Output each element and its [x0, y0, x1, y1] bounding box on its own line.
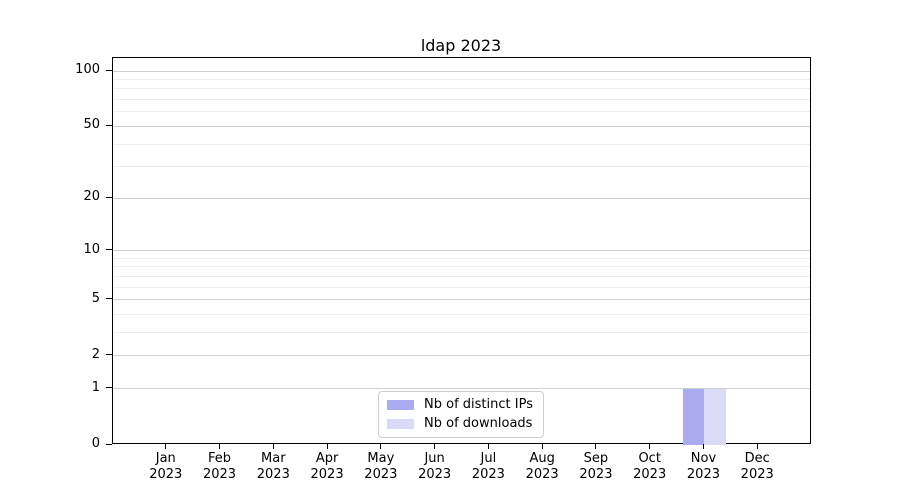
x-tick-month: Jul [480, 451, 497, 466]
x-tick-mark [649, 444, 651, 449]
chart-title: ldap 2023 [420, 36, 502, 55]
y-tick-mark [106, 354, 112, 356]
bar-layer [113, 58, 810, 445]
legend-swatch-distinct-ips [387, 400, 415, 410]
x-tick-mark [165, 444, 167, 449]
x-tick-year: 2023 [579, 467, 613, 482]
y-tick-mark [106, 196, 112, 198]
major-gridline [113, 388, 810, 390]
y-tick-label: 20 [83, 189, 100, 205]
x-tick-label: Nov 2023 [663, 451, 743, 483]
x-tick-month: Sep [583, 451, 609, 466]
legend-item-downloads: Nb of downloads [387, 416, 533, 432]
x-tick-year: 2023 [202, 467, 237, 482]
x-tick-mark [702, 444, 704, 449]
x-tick-year: 2023 [633, 467, 667, 482]
x-tick-year: 2023 [525, 467, 559, 482]
legend-swatch-downloads [387, 419, 415, 429]
minor-gridline [113, 275, 810, 277]
x-tick-month: Apr [315, 451, 339, 466]
legend-label-distinct-ips: Nb of distinct IPs [424, 397, 533, 412]
minor-gridline [113, 266, 810, 268]
x-tick-mark [434, 444, 436, 449]
x-tick-mark [380, 444, 382, 449]
plot-area [112, 57, 811, 445]
major-gridline [113, 70, 810, 72]
x-tick-label: Apr 2023 [287, 451, 367, 483]
y-tick-label: 0 [91, 436, 100, 451]
x-tick-month: Aug [529, 451, 555, 466]
y-tick-label: 2 [91, 346, 100, 362]
x-tick-label: Jan 2023 [126, 451, 206, 483]
major-gridline [113, 125, 810, 127]
x-tick-label: Oct 2023 [610, 451, 690, 483]
x-tick-label: Feb 2023 [180, 451, 260, 483]
x-tick-mark [219, 444, 221, 449]
x-tick-mark [272, 444, 274, 449]
x-tick-label: Aug 2023 [502, 451, 582, 483]
y-tick-label: 5 [91, 290, 100, 306]
y-tick-mark [106, 387, 112, 389]
x-tick-year: 2023 [149, 467, 183, 482]
bar-nov-distinct-ips [682, 388, 705, 445]
y-tick-label: 1 [91, 379, 100, 395]
x-tick-label: Sep 2023 [556, 451, 636, 483]
minor-gridline [113, 332, 810, 334]
x-tick-mark [595, 444, 597, 449]
minor-gridline [113, 257, 810, 259]
minor-gridline [113, 314, 810, 316]
x-tick-month: Jun [424, 451, 445, 466]
x-tick-label: Dec 2023 [717, 451, 797, 483]
x-tick-month: Feb [208, 451, 232, 466]
x-tick-month: Nov [690, 451, 717, 466]
x-tick-mark [487, 444, 489, 449]
x-tick-month: Jan [155, 451, 176, 466]
x-tick-mark [756, 444, 758, 449]
legend-label-downloads: Nb of downloads [424, 416, 533, 431]
grid-layer [113, 58, 810, 443]
legend: Nb of distinct IPs Nb of downloads [378, 391, 544, 438]
x-tick-year: 2023 [364, 467, 398, 482]
x-tick-month: Dec [744, 451, 770, 466]
x-tick-year: 2023 [471, 467, 505, 482]
y-tick-mark [106, 443, 112, 445]
y-tick-mark [106, 298, 112, 300]
y-tick-mark [106, 249, 112, 251]
minor-gridline [113, 111, 810, 113]
major-gridline [113, 355, 810, 357]
y-tick-label: 10 [83, 241, 100, 257]
x-tick-label: Mar 2023 [233, 451, 313, 483]
x-tick-year: 2023 [686, 467, 720, 482]
major-gridline [113, 299, 810, 301]
minor-gridline [113, 143, 810, 145]
bar-nov-downloads [704, 388, 726, 445]
x-tick-label: Jun 2023 [395, 451, 475, 483]
y-tick-label: 50 [83, 117, 100, 133]
x-tick-mark [326, 444, 328, 449]
x-tick-month: Mar [261, 451, 286, 466]
minor-gridline [113, 88, 810, 90]
y-tick-mark [106, 69, 112, 71]
x-tick-month: Oct [638, 451, 661, 466]
major-gridline [113, 250, 810, 252]
y-tick-mark [106, 124, 112, 126]
x-tick-month: May [367, 451, 395, 466]
minor-gridline [113, 78, 810, 80]
x-tick-year: 2023 [418, 467, 452, 482]
x-tick-year: 2023 [256, 467, 290, 482]
minor-gridline [113, 166, 810, 168]
x-tick-year: 2023 [740, 467, 774, 482]
y-tick-label: 100 [75, 62, 100, 78]
x-tick-mark [541, 444, 543, 449]
major-gridline [113, 197, 810, 199]
legend-item-distinct-ips: Nb of distinct IPs [387, 397, 533, 413]
minor-gridline [113, 286, 810, 288]
minor-gridline [113, 99, 810, 101]
x-tick-year: 2023 [310, 467, 344, 482]
x-tick-label: Jul 2023 [448, 451, 528, 483]
x-tick-label: May 2023 [341, 451, 421, 483]
